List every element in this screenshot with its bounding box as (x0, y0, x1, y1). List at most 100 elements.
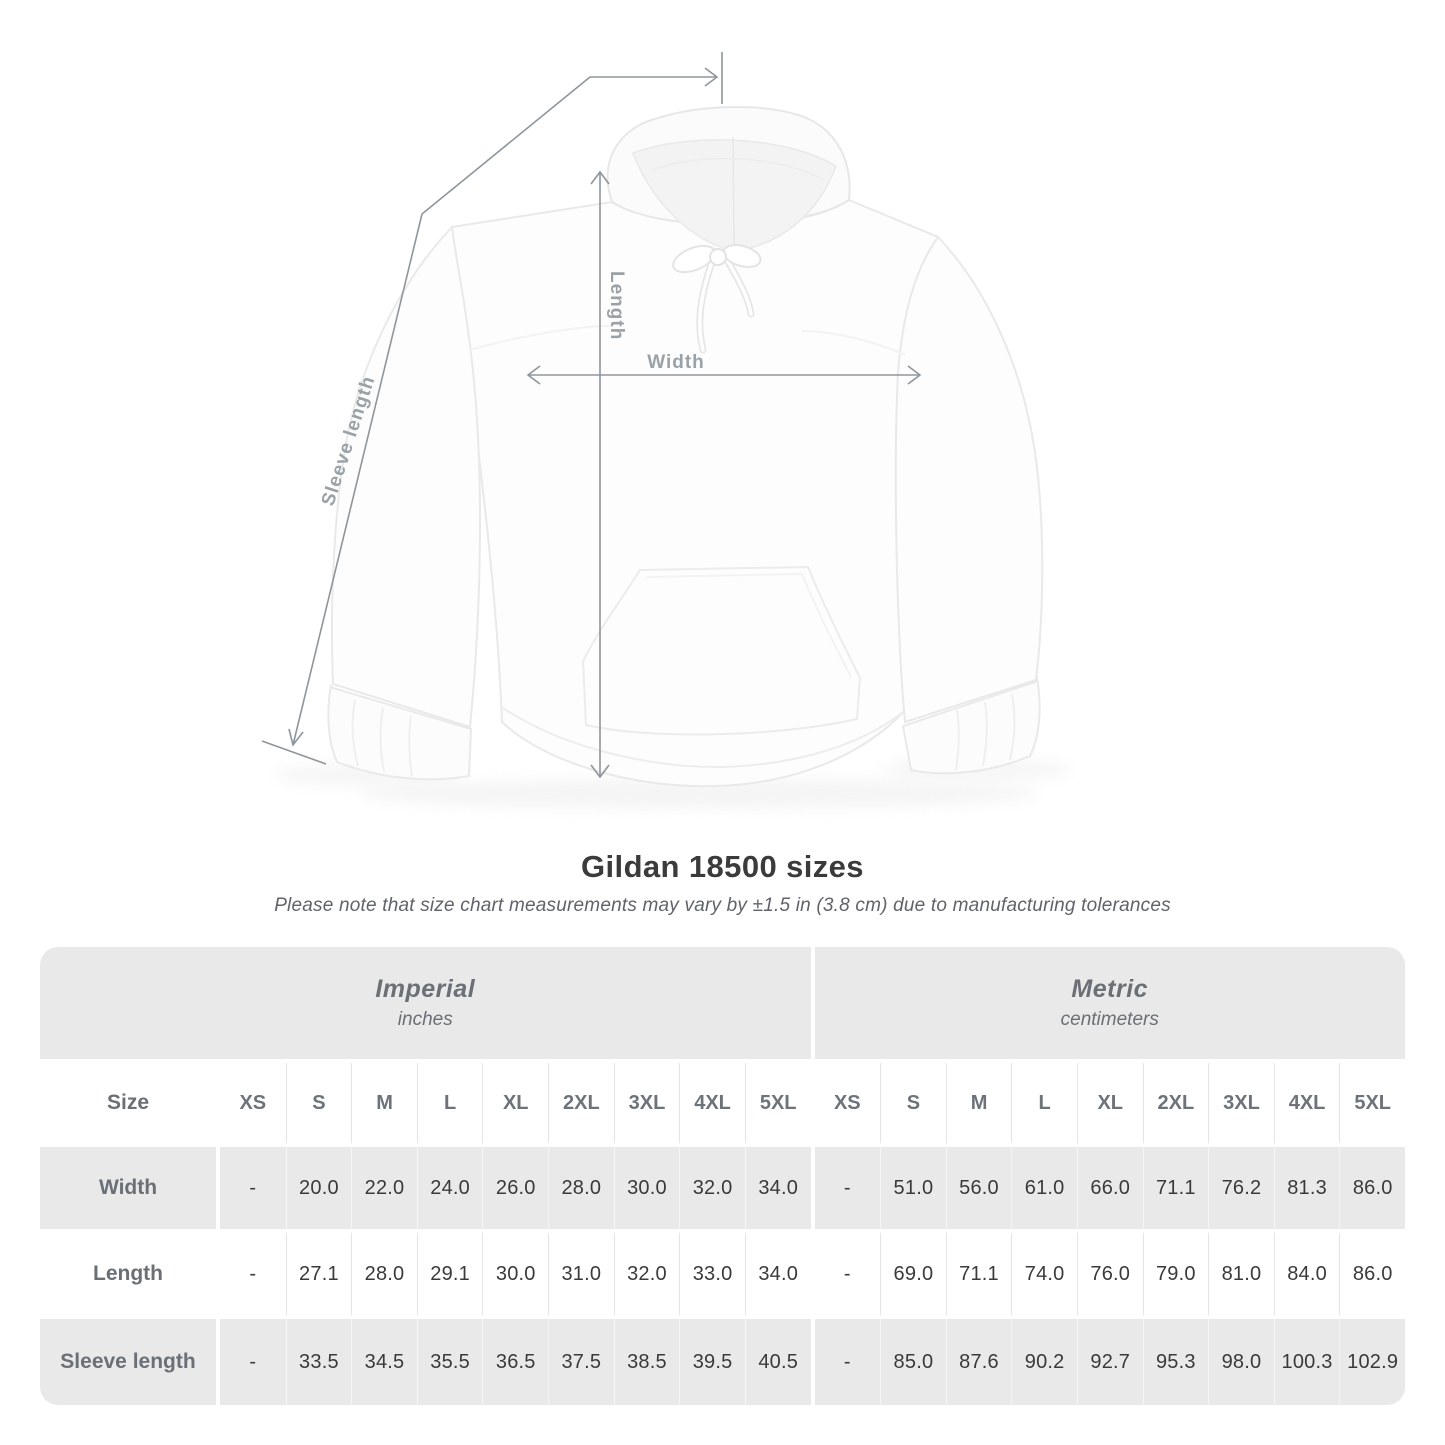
size-column-header: 5XL (744, 1063, 811, 1143)
value-cell: 81.3 (1273, 1147, 1340, 1229)
hoodie-shape (275, 106, 1070, 809)
value-cell: 32.0 (613, 1233, 680, 1315)
value-cell: - (249, 1262, 257, 1285)
value-cell: 84.0 (1273, 1233, 1340, 1315)
value-cell: 26.0 (482, 1147, 549, 1229)
table-row-width: Width - 20.0 22.0 24.0 26.0 28.0 30.0 32… (40, 1147, 1405, 1229)
size-column-header: XS (833, 1091, 861, 1114)
value-cell: 71.1 (945, 1233, 1012, 1315)
size-column-header: M (945, 1063, 1012, 1143)
size-column-header: L (416, 1063, 483, 1143)
value-cell: 74.0 (1011, 1233, 1077, 1315)
value-cell: 100.3 (1273, 1319, 1340, 1405)
value-cell: 39.5 (679, 1319, 745, 1405)
size-column-header: 4XL (1273, 1063, 1340, 1143)
value-cell: 56.0 (945, 1147, 1012, 1229)
size-column-header: XS (239, 1091, 267, 1114)
value-cell: 85.0 (880, 1319, 946, 1405)
value-cell: 31.0 (548, 1233, 614, 1315)
value-cell: 24.0 (416, 1147, 483, 1229)
length-arrow-line (590, 170, 610, 779)
value-cell: 33.0 (679, 1233, 745, 1315)
table-row-sleeve-length: Sleeve length - 33.5 34.5 35.5 36.5 37.5… (40, 1319, 1405, 1405)
value-cell: 51.0 (880, 1147, 946, 1229)
size-column-header: S (285, 1063, 352, 1143)
value-cell: 95.3 (1142, 1319, 1209, 1405)
unit-header-row: Imperial inches Metric centimeters (40, 947, 1405, 1059)
value-cell: 33.5 (285, 1319, 352, 1405)
row-label: Sleeve length (40, 1319, 216, 1405)
value-cell: 92.7 (1076, 1319, 1143, 1405)
value-cell: 37.5 (548, 1319, 614, 1405)
imperial-section-header: Imperial inches (40, 947, 811, 1059)
value-cell: 34.0 (744, 1233, 811, 1315)
size-chart-table: Imperial inches Metric centimeters Size … (40, 947, 1405, 1405)
value-cell: 66.0 (1076, 1147, 1143, 1229)
imperial-sublabel: inches (397, 1009, 453, 1030)
value-cell: 34.0 (744, 1147, 811, 1229)
value-cell: - (814, 1319, 881, 1405)
size-column-header: 2XL (548, 1063, 614, 1143)
size-column-header: XL (482, 1063, 548, 1143)
value-cell: 90.2 (1011, 1319, 1077, 1405)
size-column-header: 5XL (1339, 1063, 1405, 1143)
row-label: Width (40, 1147, 216, 1229)
size-column-header: XL (1076, 1063, 1143, 1143)
value-cell: 30.0 (613, 1147, 680, 1229)
metric-label: Metric (1071, 975, 1149, 1003)
value-cell: 30.0 (482, 1233, 548, 1315)
page-subtitle: Please note that size chart measurements… (274, 895, 1171, 916)
size-header-row: Size XS S M L XL 2XL 3XL 4XL 5XL XS S M … (40, 1063, 1405, 1143)
value-cell: 98.0 (1208, 1319, 1274, 1405)
value-cell: 76.0 (1076, 1233, 1143, 1315)
size-column-header: 2XL (1142, 1063, 1209, 1143)
size-column-header: M (351, 1063, 417, 1143)
value-cell: 22.0 (351, 1147, 417, 1229)
value-cell: 34.5 (351, 1319, 417, 1405)
value-cell: - (220, 1147, 286, 1229)
value-cell: - (843, 1262, 851, 1285)
value-cell: 71.1 (1142, 1147, 1209, 1229)
value-cell: 28.0 (351, 1233, 417, 1315)
sleeve-length-arrow-line (261, 52, 723, 765)
row-label: Length (93, 1262, 163, 1285)
value-cell: 28.0 (548, 1147, 614, 1229)
size-figure: Length Width Sleeve length (261, 52, 1070, 809)
value-cell: 29.1 (416, 1233, 483, 1315)
size-column-header: 3XL (613, 1063, 680, 1143)
length-measure-label: Length (606, 271, 627, 340)
value-cell: 32.0 (679, 1147, 745, 1229)
value-cell: 87.6 (945, 1319, 1012, 1405)
size-column-header: L (1011, 1063, 1077, 1143)
value-cell: 27.1 (285, 1233, 352, 1315)
value-cell: 35.5 (416, 1319, 483, 1405)
value-cell: 40.5 (744, 1319, 811, 1405)
value-cell: 79.0 (1142, 1233, 1209, 1315)
hoodie-illustration: Length Width Sleeve length (261, 52, 1070, 809)
value-cell: 86.0 (1339, 1233, 1405, 1315)
value-cell: 36.5 (482, 1319, 549, 1405)
value-cell: 81.0 (1208, 1233, 1274, 1315)
width-arrow-line (526, 365, 922, 385)
heading-block: Gildan 18500 sizes Please note that size… (0, 849, 1445, 917)
value-cell: 61.0 (1011, 1147, 1077, 1229)
value-cell: 102.9 (1339, 1319, 1405, 1405)
width-measure-label: Width (647, 352, 705, 373)
value-cell: 76.2 (1208, 1147, 1274, 1229)
table-row-length: Length - 27.1 28.0 29.1 30.0 31.0 32.0 3… (40, 1233, 1405, 1315)
page-title: Gildan 18500 sizes (581, 849, 864, 884)
metric-section-header: Metric centimeters (814, 947, 1405, 1059)
size-column-header: S (880, 1063, 946, 1143)
imperial-label: Imperial (375, 975, 476, 1003)
size-corner-label: Size (106, 1091, 150, 1114)
measurement-annotations (261, 52, 922, 779)
value-cell: - (220, 1319, 286, 1405)
value-cell: 69.0 (880, 1233, 946, 1315)
value-cell: 38.5 (613, 1319, 680, 1405)
size-column-header: 3XL (1208, 1063, 1274, 1143)
value-cell: - (814, 1147, 881, 1229)
size-column-header: 4XL (679, 1063, 745, 1143)
metric-sublabel: centimeters (1060, 1009, 1159, 1030)
value-cell: 86.0 (1339, 1147, 1405, 1229)
value-cell: 20.0 (285, 1147, 352, 1229)
